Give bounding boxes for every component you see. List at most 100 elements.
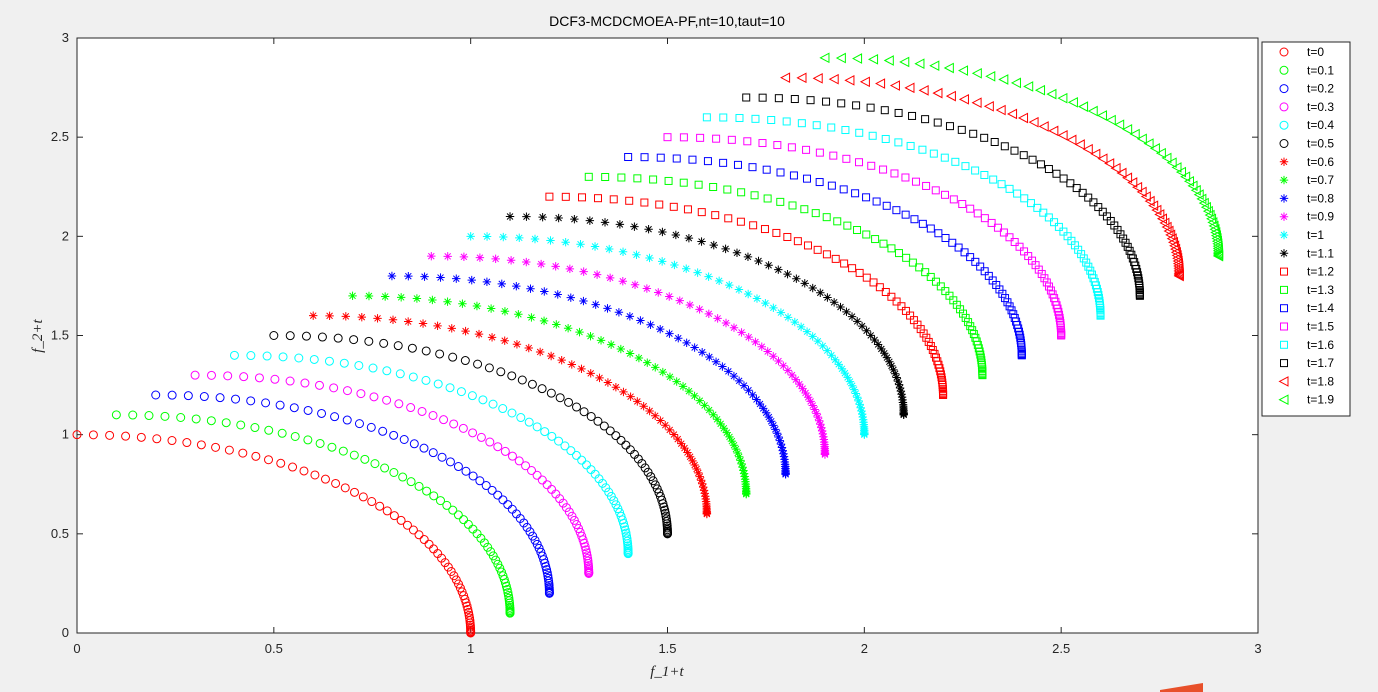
data-point xyxy=(1169,240,1180,252)
data-point xyxy=(555,393,565,403)
data-point xyxy=(658,227,667,237)
data-point xyxy=(366,422,376,432)
data-point xyxy=(880,106,889,115)
data-point xyxy=(387,271,397,281)
data-point xyxy=(472,301,482,311)
data-point xyxy=(246,351,256,361)
data-point xyxy=(540,287,549,296)
data-point xyxy=(808,401,817,410)
legend-entry-label: t=0.7 xyxy=(1307,173,1334,187)
data-point xyxy=(929,149,938,158)
data-point xyxy=(625,312,635,321)
data-point xyxy=(692,464,701,474)
data-point xyxy=(783,232,792,241)
data-point xyxy=(815,178,824,187)
data-point xyxy=(463,519,473,529)
data-point xyxy=(593,416,603,426)
data-point xyxy=(875,78,886,89)
data-point xyxy=(899,410,908,420)
data-point xyxy=(456,387,466,397)
data-point xyxy=(611,382,621,392)
data-point xyxy=(654,288,663,297)
data-point xyxy=(496,367,506,377)
data-point xyxy=(901,306,910,315)
data-point xyxy=(1078,188,1087,197)
data-point xyxy=(1210,227,1221,238)
data-point xyxy=(926,224,935,233)
data-point xyxy=(461,326,470,336)
data-point xyxy=(827,351,836,360)
data-point xyxy=(1010,238,1019,247)
data-point xyxy=(467,391,477,401)
data-point xyxy=(675,296,684,305)
data-point xyxy=(731,444,741,454)
data-point xyxy=(802,174,811,183)
data-point xyxy=(714,276,724,286)
data-point xyxy=(843,221,852,230)
data-point xyxy=(406,403,416,413)
data-point xyxy=(698,479,707,488)
data-point xyxy=(849,385,859,394)
data-point xyxy=(442,500,452,510)
data-point xyxy=(167,390,177,400)
data-point xyxy=(700,401,709,410)
data-point xyxy=(478,395,488,405)
data-point xyxy=(1077,250,1086,259)
data-point xyxy=(458,299,467,308)
data-point xyxy=(421,375,431,385)
data-point xyxy=(781,470,790,479)
data-point xyxy=(579,538,589,548)
data-point xyxy=(704,405,714,415)
data-point xyxy=(414,481,424,491)
data-point xyxy=(663,133,672,142)
data-point xyxy=(1020,247,1029,256)
data-point xyxy=(561,192,570,201)
data-point xyxy=(269,331,279,340)
data-point xyxy=(458,423,468,433)
data-point xyxy=(551,262,560,271)
data-point xyxy=(278,352,288,362)
data-point xyxy=(601,173,610,182)
data-point xyxy=(503,500,513,510)
data-point xyxy=(1013,189,1022,198)
legend-marker xyxy=(1279,47,1289,57)
data-point xyxy=(463,604,473,614)
data-point xyxy=(632,250,641,259)
data-point xyxy=(649,175,658,184)
series-t=0.7 xyxy=(348,291,751,499)
data-point xyxy=(590,242,600,251)
legend-marker xyxy=(1280,285,1288,294)
data-point xyxy=(605,244,614,254)
data-point xyxy=(595,373,604,383)
data-point xyxy=(712,134,721,143)
data-point xyxy=(839,185,848,194)
legend-entry-label: t=1.6 xyxy=(1307,338,1334,352)
data-point xyxy=(852,53,863,64)
data-point xyxy=(1038,121,1049,132)
data-point xyxy=(1116,167,1127,179)
data-point xyxy=(1059,174,1068,183)
legend-entry-label: t=0.9 xyxy=(1307,210,1334,224)
data-point xyxy=(524,417,534,427)
data-point xyxy=(690,391,699,401)
data-point xyxy=(742,489,751,499)
data-point xyxy=(806,96,815,105)
data-point xyxy=(867,161,876,170)
data-point xyxy=(872,197,881,206)
data-point xyxy=(1020,194,1029,203)
data-point xyxy=(973,209,982,218)
data-point xyxy=(1213,250,1224,262)
data-point xyxy=(364,291,374,301)
data-point xyxy=(911,177,920,186)
data-point xyxy=(526,284,535,293)
data-point xyxy=(1066,134,1077,146)
data-point xyxy=(524,343,533,353)
data-point xyxy=(773,141,782,150)
data-point xyxy=(881,287,890,296)
y-tick-label: 0.5 xyxy=(51,526,69,541)
data-point xyxy=(688,155,697,164)
data-point xyxy=(971,257,980,266)
data-point xyxy=(625,196,634,205)
data-point xyxy=(617,173,626,182)
data-point xyxy=(976,350,985,359)
